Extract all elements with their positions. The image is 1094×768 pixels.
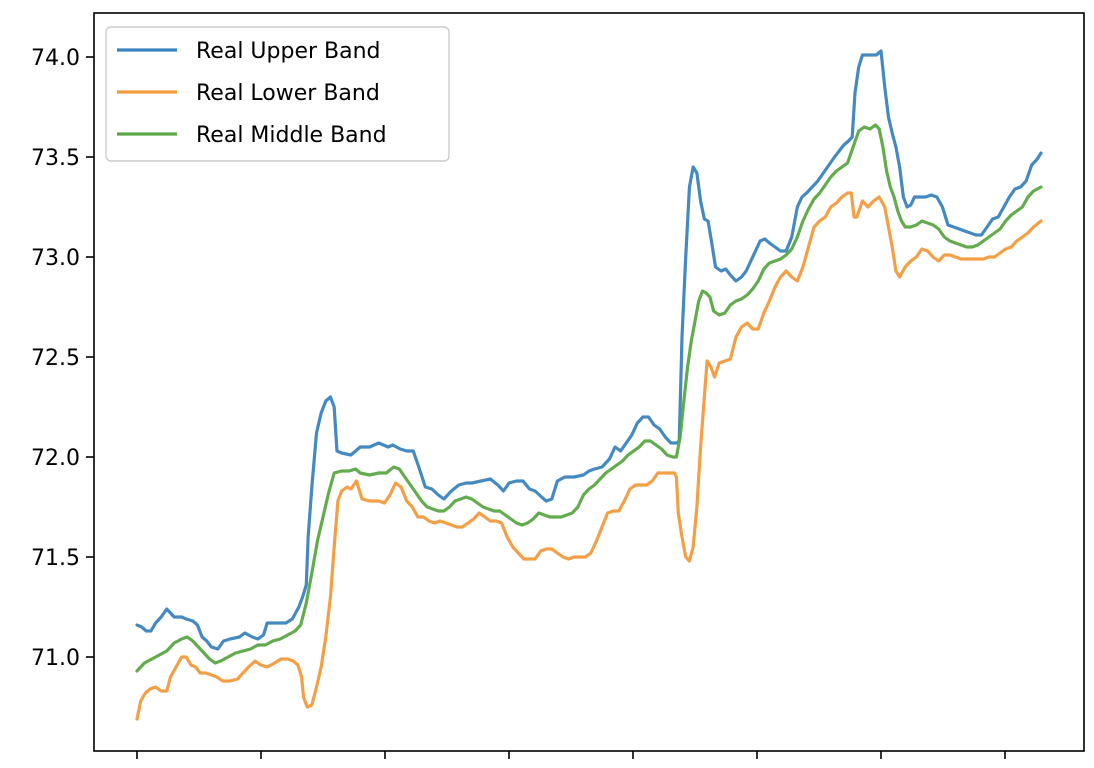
series-line-1	[135, 49, 1043, 651]
y-tick-label-2: 71.5	[31, 546, 80, 571]
legend-label-2: Real Lower Band	[196, 81, 380, 106]
axes-frame	[93, 12, 1085, 752]
series-lines	[135, 49, 1043, 721]
legend-label-3: Real Middle Band	[196, 123, 387, 148]
series-line-3	[135, 123, 1043, 673]
series-line-2	[135, 191, 1043, 721]
y-tick-label-1: 71.0	[31, 646, 80, 671]
axes: 71.0 71.5 72.0 72.5 73.0 73.5 74.0	[31, 46, 1006, 759]
y-tick-label-6: 73.5	[31, 146, 80, 171]
y-tick-label-5: 73.0	[31, 246, 80, 271]
y-tick-label-7: 74.0	[31, 46, 80, 71]
legend-label-1: Real Upper Band	[196, 39, 381, 64]
y-tick-label-3: 72.0	[31, 446, 80, 471]
y-tick-label-4: 72.5	[31, 346, 80, 371]
legend: Real Upper Band Real Lower Band Real Middl…	[105, 26, 450, 162]
plot-area	[135, 49, 1043, 721]
legend-box	[105, 26, 450, 162]
